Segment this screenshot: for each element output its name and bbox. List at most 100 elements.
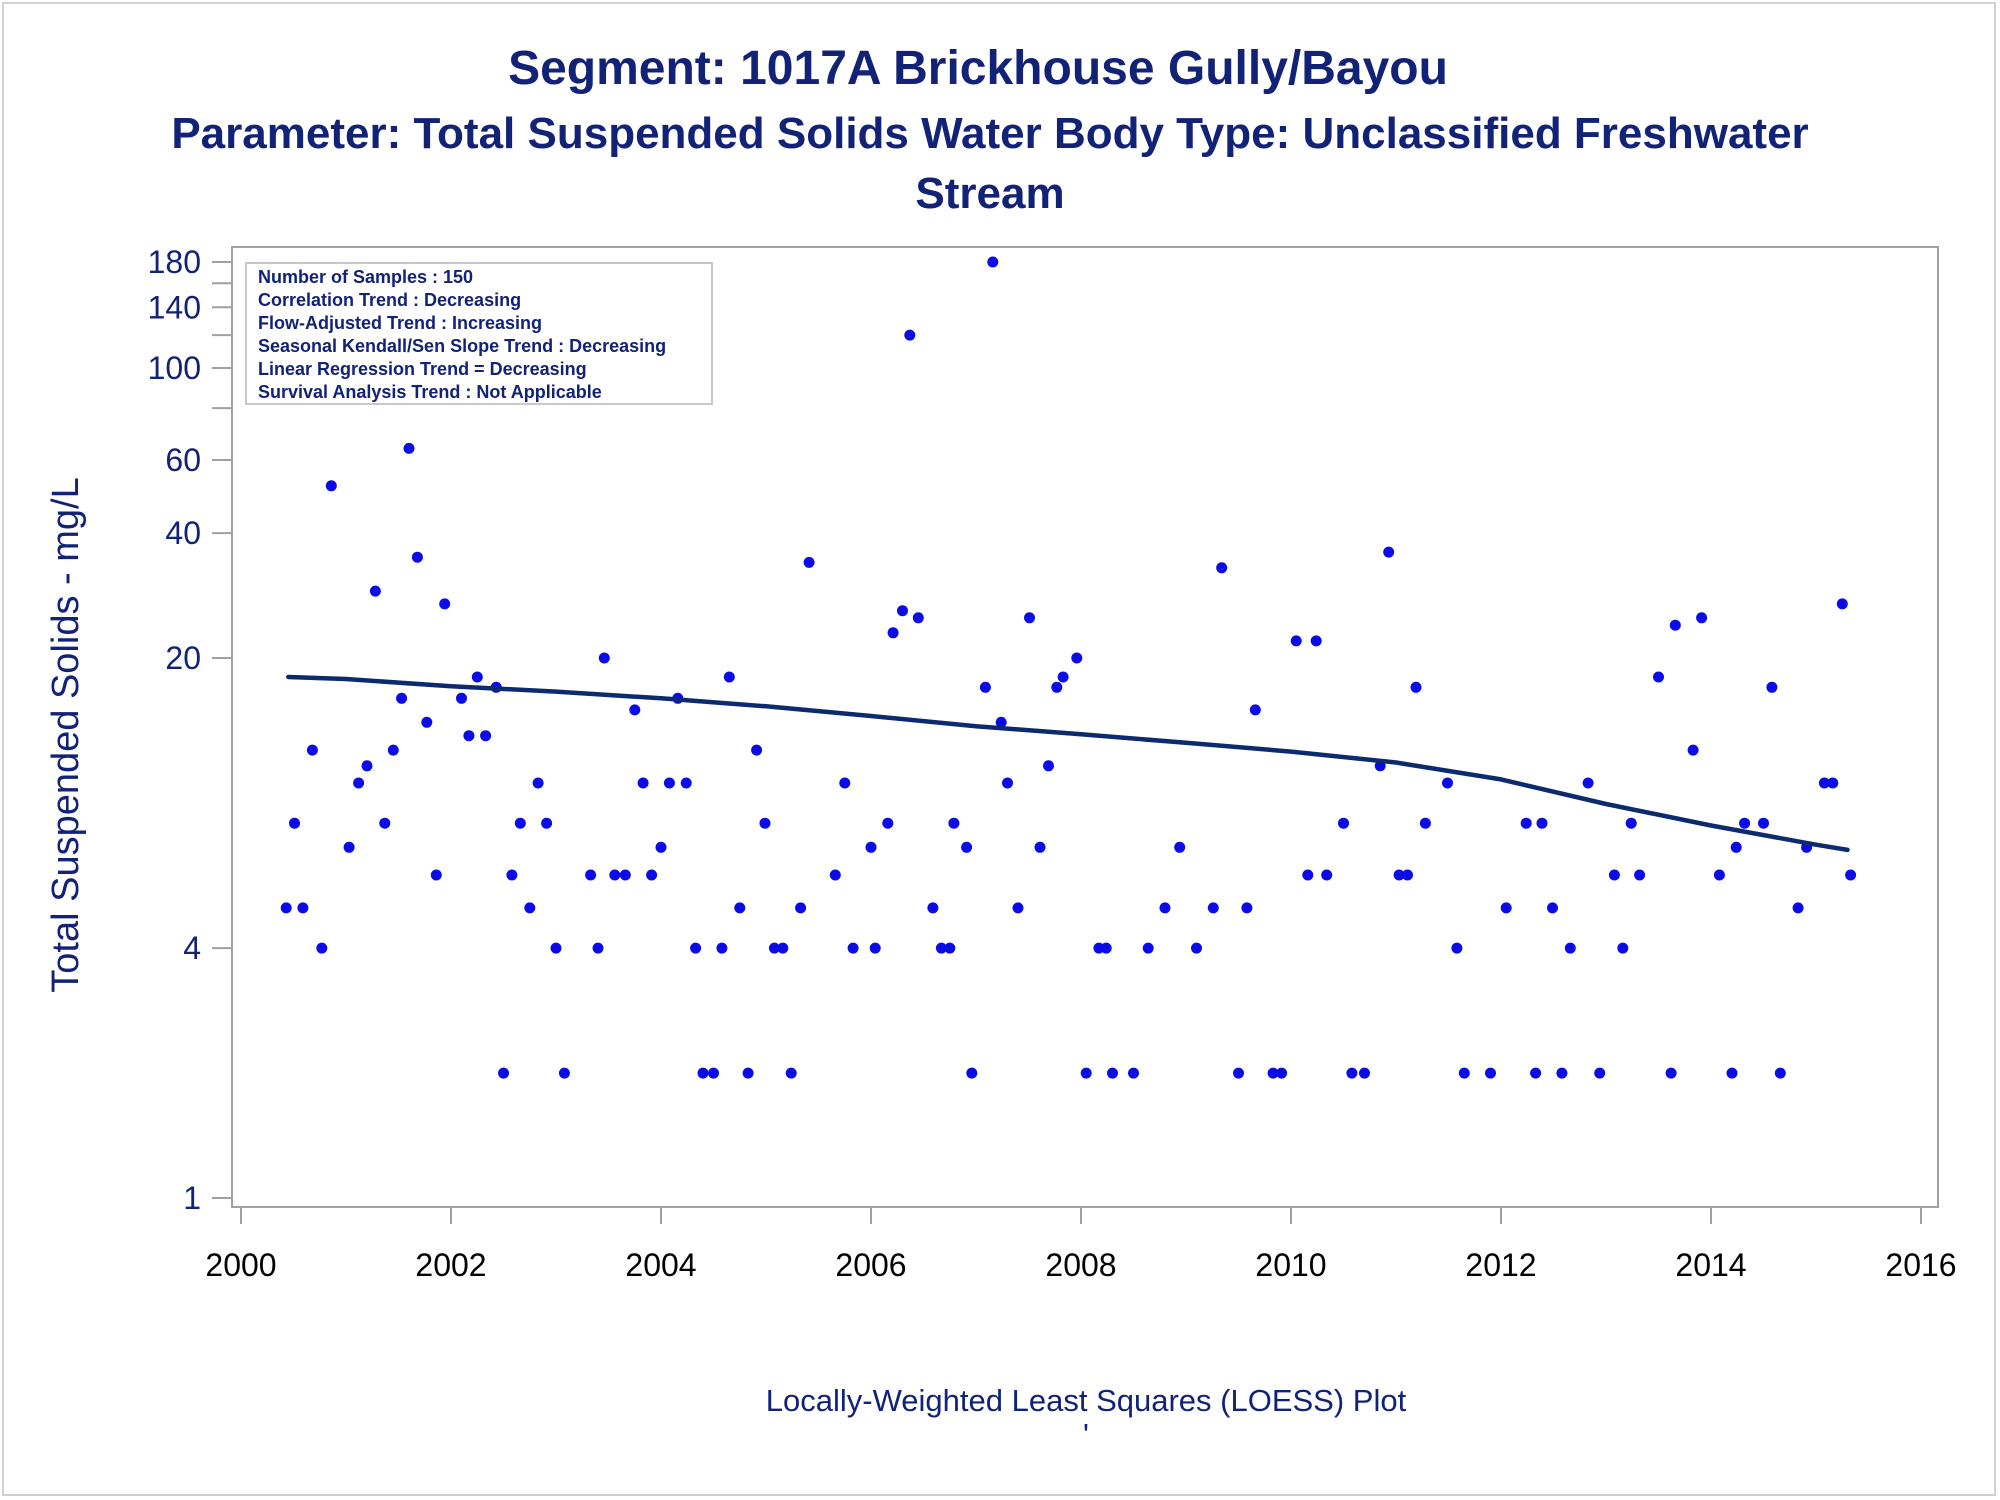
data-point [1739, 817, 1751, 829]
data-point [1669, 619, 1681, 631]
footnote: Locally-Weighted Least Squares (LOESS) P… [766, 1383, 1407, 1418]
y-tick-label: 100 [148, 350, 201, 386]
data-point [1582, 777, 1594, 789]
data-point [663, 777, 675, 789]
data-point [927, 902, 939, 914]
data-point [387, 744, 399, 756]
data-point [280, 902, 292, 914]
data-point [1338, 817, 1349, 829]
data-point [1564, 942, 1576, 954]
data-point [1536, 817, 1548, 829]
loess-line-group [286, 674, 1850, 853]
data-points [280, 256, 1857, 1079]
data-point [1451, 942, 1463, 954]
data-point [1359, 1067, 1370, 1079]
data-point [306, 744, 318, 756]
data-point [1530, 1067, 1542, 1079]
data-point [948, 817, 960, 829]
data-point [1290, 635, 1302, 647]
data-point [1687, 744, 1699, 756]
data-point [1034, 841, 1046, 853]
data-point [742, 1067, 754, 1079]
data-point [1774, 1067, 1786, 1079]
data-point [1713, 869, 1725, 881]
data-point [979, 681, 991, 693]
y-axis-title: Total Suspended Solids - mg/L [45, 477, 87, 992]
data-point [524, 902, 536, 914]
data-point [1634, 869, 1646, 881]
data-point [912, 612, 924, 624]
data-point [829, 869, 841, 881]
y-tick-label: 140 [148, 289, 201, 325]
data-point [1653, 671, 1664, 683]
data-point [1792, 902, 1804, 914]
y-tick-label: 1 [183, 1180, 201, 1216]
data-point [598, 652, 610, 664]
data-point [1207, 902, 1219, 914]
data-point [680, 777, 692, 789]
data-point [697, 1067, 709, 1079]
data-point [751, 744, 763, 756]
data-point [1321, 869, 1333, 881]
data-point [1410, 681, 1422, 693]
data-point [439, 598, 451, 610]
data-point [532, 777, 544, 789]
x-tick-label: 2000 [205, 1247, 276, 1283]
data-point [498, 1067, 509, 1079]
data-point [1107, 1067, 1118, 1079]
data-point [1485, 1067, 1496, 1079]
data-point [865, 841, 877, 853]
data-point [646, 869, 658, 881]
data-point [1267, 1067, 1279, 1079]
data-point [1442, 777, 1453, 789]
data-point [316, 942, 328, 954]
data-point [1827, 777, 1839, 789]
data-point [456, 692, 467, 704]
data-point [935, 942, 947, 954]
data-point [629, 704, 641, 716]
stats-line-linear-regression: Linear Regression Trend = Decreasing [258, 359, 587, 379]
data-point [514, 817, 526, 829]
data-point [396, 692, 408, 704]
data-point [1836, 598, 1848, 610]
data-point [1142, 942, 1154, 954]
data-point [1276, 1067, 1288, 1079]
data-point [1730, 841, 1742, 853]
data-point [768, 942, 780, 954]
data-point [897, 605, 908, 617]
y-tick-label: 20 [165, 640, 201, 676]
data-point [1556, 1067, 1568, 1079]
data-point [795, 902, 807, 914]
data-point [1159, 902, 1171, 914]
data-point [1383, 546, 1395, 558]
data-point [411, 551, 423, 563]
data-point [1310, 635, 1322, 647]
data-point [585, 869, 597, 881]
data-point [1696, 612, 1708, 624]
data-point [463, 730, 475, 742]
data-point [1249, 704, 1261, 716]
stats-line-correlation: Correlation Trend : Decreasing [258, 290, 521, 310]
data-point [637, 777, 649, 789]
stats-line-flow-adjusted: Flow-Adjusted Trend : Increasing [258, 313, 542, 333]
data-point [966, 1067, 978, 1079]
data-point [1547, 902, 1558, 914]
footnote-mark: ' [1083, 1417, 1089, 1452]
stats-box: Number of Samples : 150 Correlation Tren… [245, 262, 713, 405]
data-point [1002, 777, 1013, 789]
data-point [1346, 1067, 1358, 1079]
data-point [723, 671, 735, 683]
data-point [1617, 942, 1629, 954]
data-point [550, 942, 562, 954]
data-point [379, 817, 391, 829]
data-point [1302, 869, 1314, 881]
data-point [1766, 681, 1778, 693]
data-point [1216, 562, 1228, 574]
data-point [716, 942, 728, 954]
data-point [904, 329, 916, 341]
data-point [987, 256, 999, 268]
y-axis: 1 4 20 40 60 100 140 180 [148, 244, 233, 1216]
data-point [1758, 817, 1769, 829]
chart-subtitle-line-2: Stream [915, 169, 1064, 218]
